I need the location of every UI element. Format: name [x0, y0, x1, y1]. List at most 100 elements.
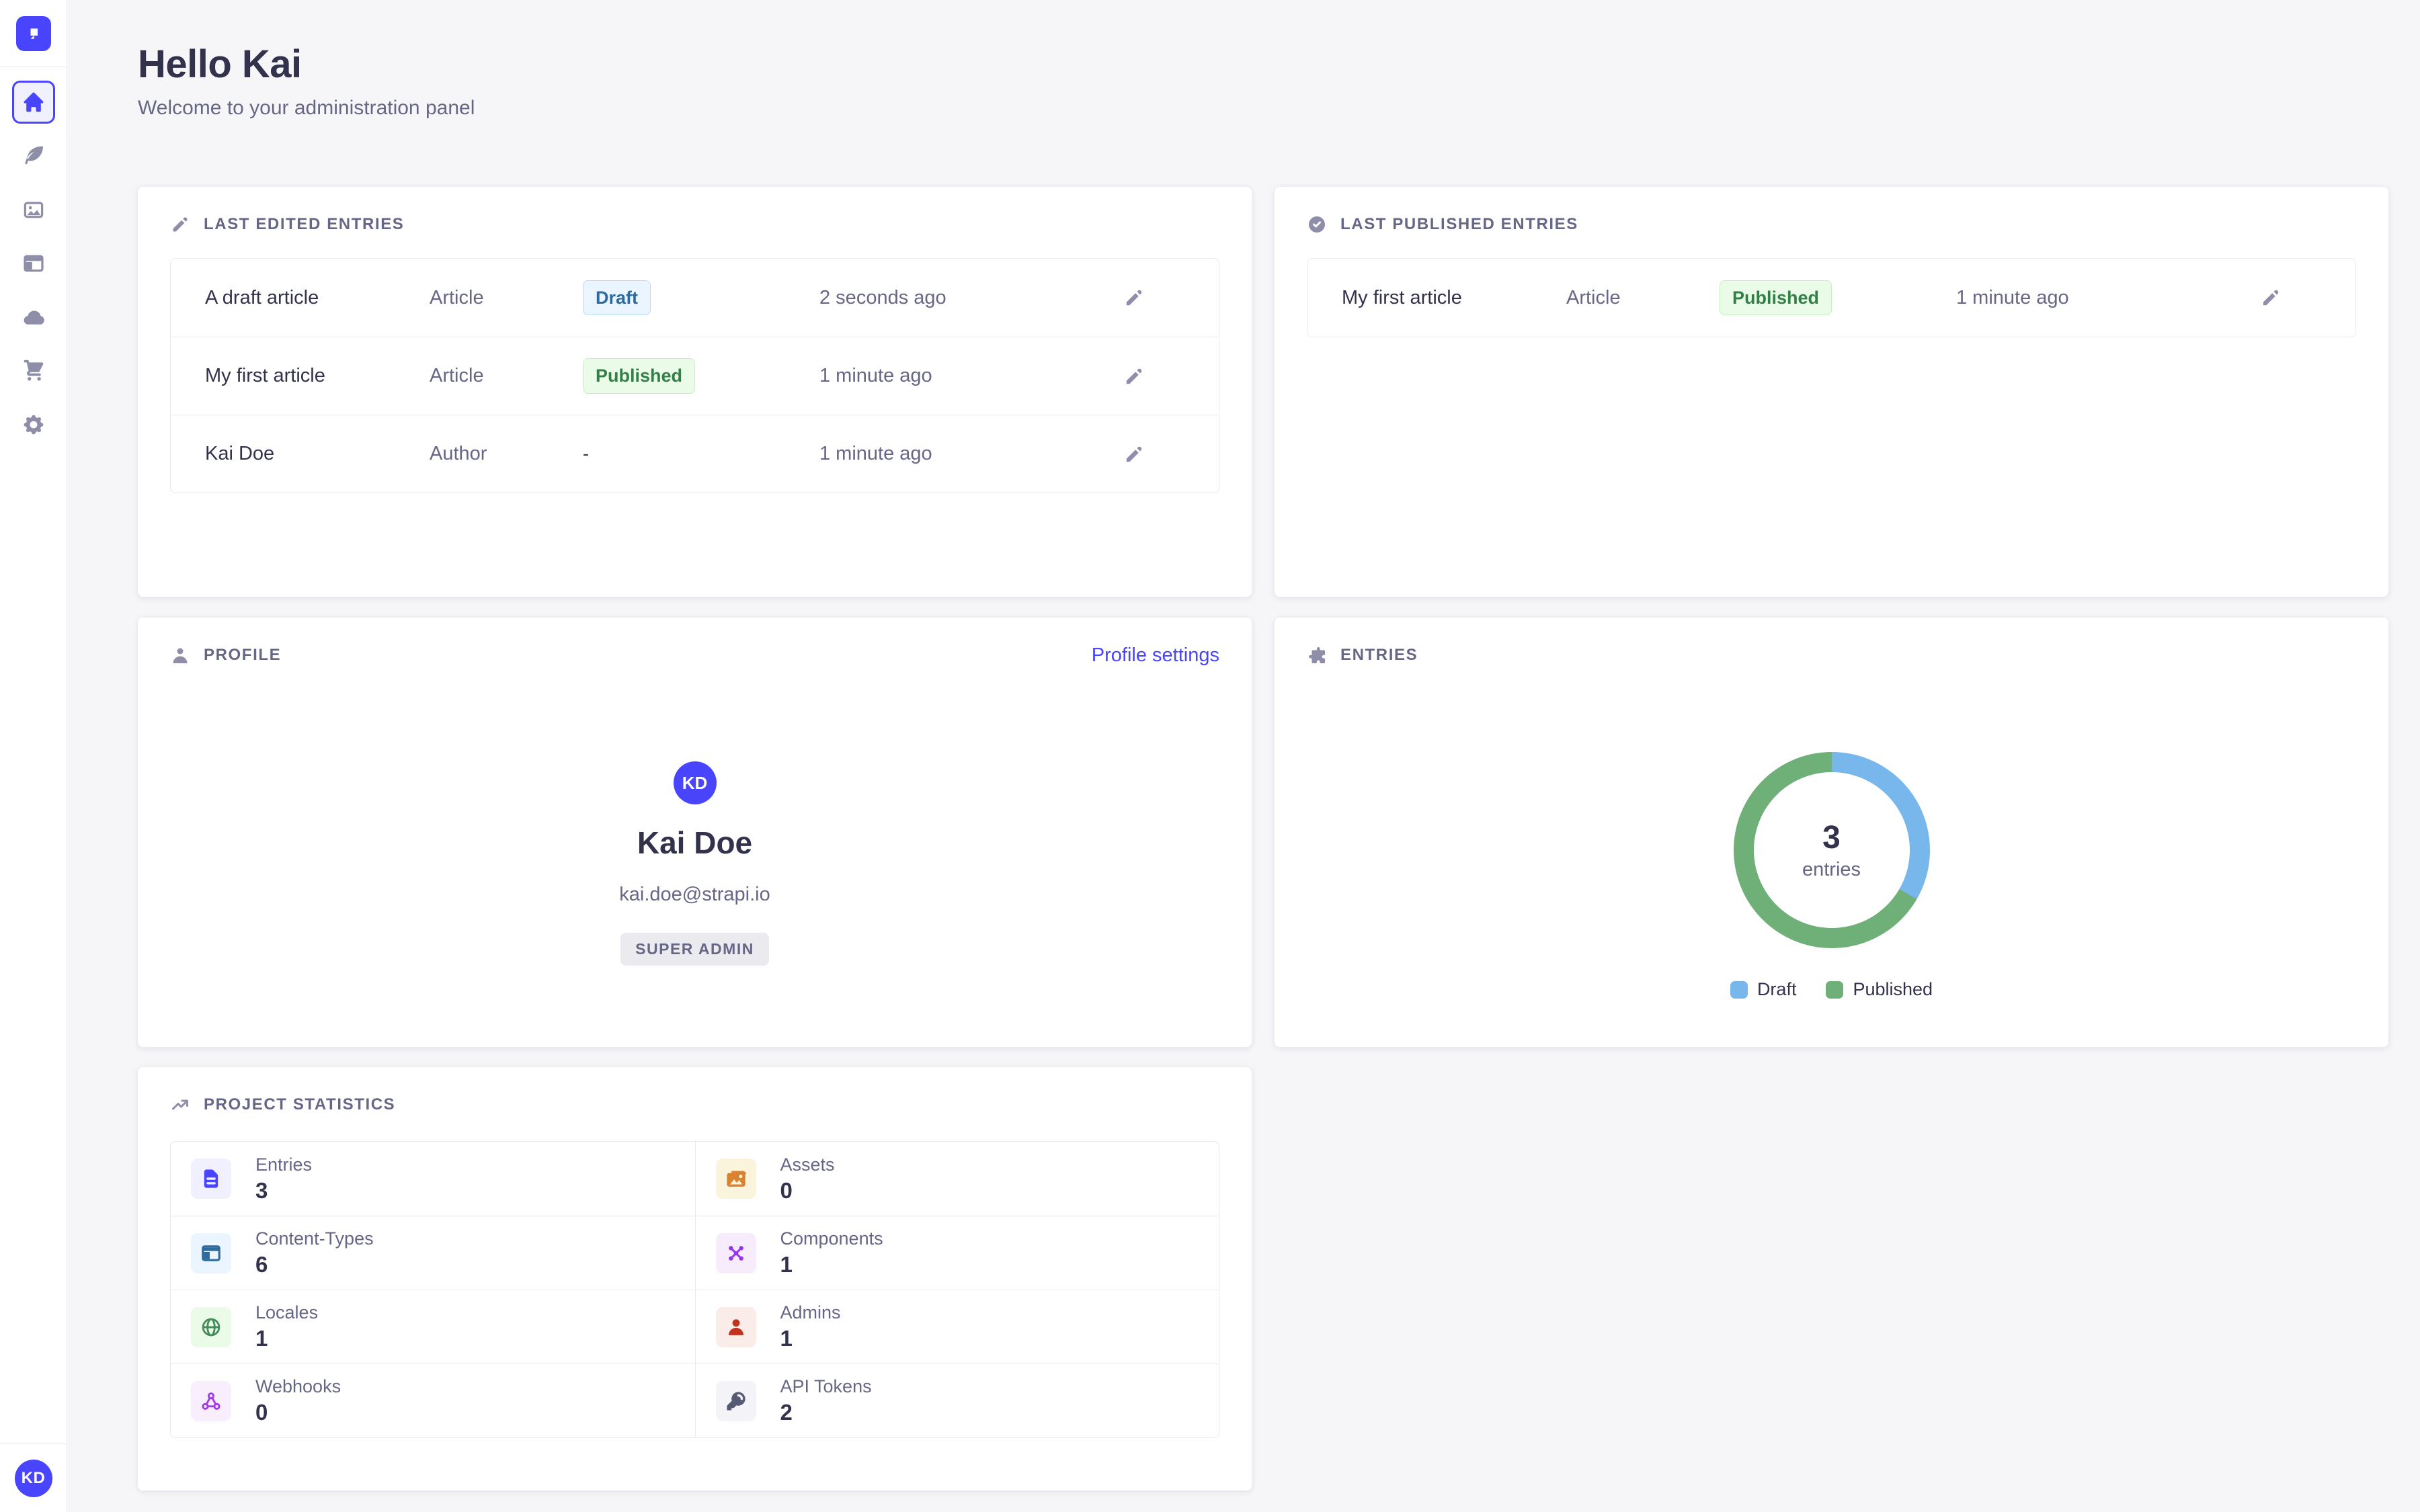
edit-entry-button[interactable]	[1123, 366, 1145, 387]
sidebar-header	[0, 0, 67, 67]
settings-gear-icon	[24, 415, 43, 435]
legend-label: Draft	[1757, 979, 1797, 999]
stat-label: Entries	[255, 1154, 313, 1175]
page-title: Hello Kai	[138, 42, 302, 86]
status-badge: Draft	[583, 280, 651, 316]
stat-label: Components	[780, 1228, 883, 1249]
stat-value: 1	[780, 1252, 793, 1277]
entry-type: Article	[430, 286, 484, 308]
stat-webhooks: Webhooks 0	[171, 1363, 695, 1437]
stat-admins: Admins 1	[694, 1290, 1219, 1363]
stat-locales: Locales 1	[171, 1290, 695, 1363]
donut-chart: 3 entries	[1733, 752, 1930, 948]
last-published-table: My first article Article Published 1 min…	[1307, 258, 2356, 337]
stat-assets: Assets 0	[694, 1142, 1219, 1216]
role-badge: SUPER ADMIN	[620, 933, 769, 966]
pencil-icon	[173, 217, 188, 232]
layout-icon	[191, 1232, 231, 1273]
stat-value: 0	[780, 1177, 793, 1203]
webhook-icon	[191, 1380, 231, 1421]
sidebar-item-home[interactable]	[11, 81, 55, 124]
entry-type: Article	[1566, 286, 1621, 308]
draft-swatch	[1730, 980, 1748, 999]
sidebar-item-media-library[interactable]	[12, 188, 55, 231]
edit-entry-button[interactable]	[1123, 444, 1145, 465]
entries-chart: 3 entries Draft Published	[1307, 670, 2356, 1000]
stat-label: API Tokens	[780, 1376, 872, 1396]
nodes-icon	[715, 1232, 756, 1273]
page-subtitle: Welcome to your administration panel	[138, 97, 475, 119]
stats-grid: Entries 3 Assets 0 Content-Types	[170, 1141, 1219, 1438]
stat-value: 2	[780, 1400, 793, 1425]
entry-name: Kai Doe	[205, 443, 275, 464]
entry-time: 1 minute ago	[1956, 286, 2069, 308]
legend-label: Published	[1853, 979, 1933, 999]
sidebar-item-content-manager[interactable]	[12, 134, 55, 177]
donut-center: 3 entries	[1753, 772, 1910, 928]
stat-value: 0	[255, 1400, 268, 1425]
status-badge: Published	[1720, 280, 1832, 316]
stat-value: 1	[780, 1326, 793, 1351]
user-icon	[715, 1306, 756, 1347]
published-swatch	[1826, 980, 1844, 999]
stat-components: Components 1	[694, 1216, 1219, 1290]
project-statistics-card: PROJECT STATISTICS Entries 3 Assets 0	[138, 1067, 1252, 1490]
sidebar-item-settings[interactable]	[12, 403, 55, 446]
card-header: PROFILE	[170, 640, 1219, 670]
entry-time: 1 minute ago	[819, 365, 932, 386]
cloud-icon	[24, 310, 44, 325]
table-row: My first article Article Published 1 min…	[171, 337, 1219, 415]
stat-api-tokens: API Tokens 2	[694, 1363, 1219, 1437]
card-title: ENTRIES	[1340, 646, 1418, 664]
stat-label: Admins	[780, 1302, 841, 1322]
profile-email: kai.doe@strapi.io	[619, 884, 770, 905]
strapi-logo	[15, 15, 51, 51]
card-title: LAST EDITED ENTRIES	[204, 215, 405, 233]
stat-content-types: Content-Types 6	[171, 1216, 695, 1290]
profile-name: Kai Doe	[637, 825, 753, 860]
pencil-icon	[1126, 368, 1142, 384]
sidebar-item-content-type-builder[interactable]	[12, 242, 55, 285]
sidebar-item-marketplace[interactable]	[12, 349, 55, 392]
entries-unit: entries	[1802, 859, 1861, 880]
card-title: PROJECT STATISTICS	[204, 1095, 396, 1114]
profile-settings-link[interactable]: Profile settings	[1091, 644, 1219, 666]
entry-name: A draft article	[205, 286, 319, 308]
check-circle-icon	[1309, 216, 1325, 233]
key-icon	[715, 1380, 756, 1421]
entry-name: My first article	[1342, 286, 1462, 308]
stat-label: Locales	[255, 1302, 319, 1322]
entries-chart-card: ENTRIES 3 entries Draft Published	[1275, 618, 2388, 1047]
stat-label: Content-Types	[255, 1228, 374, 1249]
edit-entry-button[interactable]	[2260, 287, 2282, 308]
strapi-logo-icon	[30, 28, 38, 39]
trending-up-icon	[172, 1099, 188, 1110]
pencil-icon	[2263, 290, 2279, 306]
entry-time: 1 minute ago	[819, 443, 932, 464]
card-title: LAST PUBLISHED ENTRIES	[1340, 215, 1578, 233]
stat-label: Assets	[780, 1154, 835, 1175]
sidebar-item-cloud[interactable]	[12, 296, 55, 339]
last-published-entries-card: LAST PUBLISHED ENTRIES My first article …	[1275, 187, 2388, 597]
card-header: ENTRIES	[1307, 640, 2356, 670]
home-icon	[24, 92, 43, 112]
legend-item-draft: Draft	[1730, 979, 1797, 1000]
legend-item-published: Published	[1826, 979, 1933, 1000]
entry-type: Author	[430, 443, 487, 464]
stat-label: Webhooks	[255, 1376, 341, 1396]
table-row: A draft article Article Draft 2 seconds …	[171, 259, 1219, 337]
table-row: Kai Doe Author - 1 minute ago	[171, 415, 1219, 493]
profile-avatar: KD	[673, 761, 717, 804]
feather-pen-icon	[24, 146, 43, 165]
stat-entries: Entries 3	[171, 1142, 695, 1216]
sidebar: KD	[0, 0, 67, 1512]
card-title: PROFILE	[204, 646, 282, 664]
pictures-icon	[715, 1159, 756, 1199]
edit-entry-button[interactable]	[1123, 287, 1145, 308]
status-badge: -	[583, 444, 589, 464]
media-pictures-icon	[24, 202, 43, 218]
card-header: LAST PUBLISHED ENTRIES	[1307, 210, 2356, 239]
user-avatar[interactable]: KD	[14, 1459, 52, 1497]
pencil-icon	[1126, 446, 1142, 462]
